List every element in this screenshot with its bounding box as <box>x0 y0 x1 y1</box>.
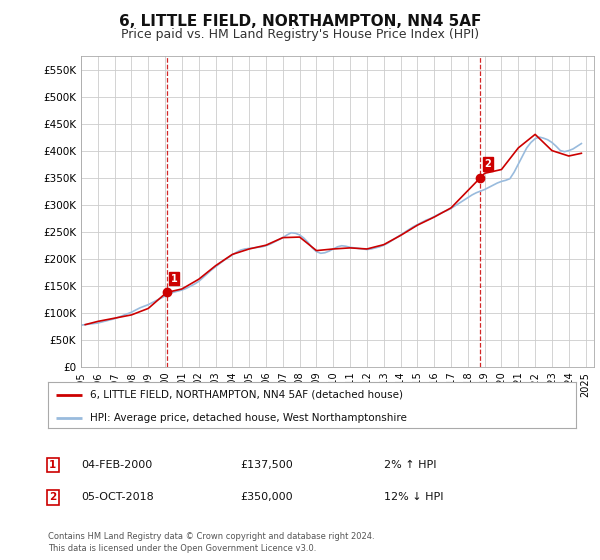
Text: Contains HM Land Registry data © Crown copyright and database right 2024.
This d: Contains HM Land Registry data © Crown c… <box>48 532 374 553</box>
Text: 2: 2 <box>485 159 491 169</box>
Text: HPI: Average price, detached house, West Northamptonshire: HPI: Average price, detached house, West… <box>90 413 407 423</box>
Text: 12% ↓ HPI: 12% ↓ HPI <box>384 492 443 502</box>
Text: 2% ↑ HPI: 2% ↑ HPI <box>384 460 437 470</box>
Text: Price paid vs. HM Land Registry's House Price Index (HPI): Price paid vs. HM Land Registry's House … <box>121 28 479 41</box>
Text: 05-OCT-2018: 05-OCT-2018 <box>81 492 154 502</box>
Text: 6, LITTLE FIELD, NORTHAMPTON, NN4 5AF (detached house): 6, LITTLE FIELD, NORTHAMPTON, NN4 5AF (d… <box>90 390 403 400</box>
Text: 04-FEB-2000: 04-FEB-2000 <box>81 460 152 470</box>
Text: 6, LITTLE FIELD, NORTHAMPTON, NN4 5AF: 6, LITTLE FIELD, NORTHAMPTON, NN4 5AF <box>119 14 481 29</box>
Text: £137,500: £137,500 <box>240 460 293 470</box>
Text: 1: 1 <box>49 460 56 470</box>
Text: £350,000: £350,000 <box>240 492 293 502</box>
Text: 2: 2 <box>49 492 56 502</box>
Text: 1: 1 <box>171 274 178 284</box>
